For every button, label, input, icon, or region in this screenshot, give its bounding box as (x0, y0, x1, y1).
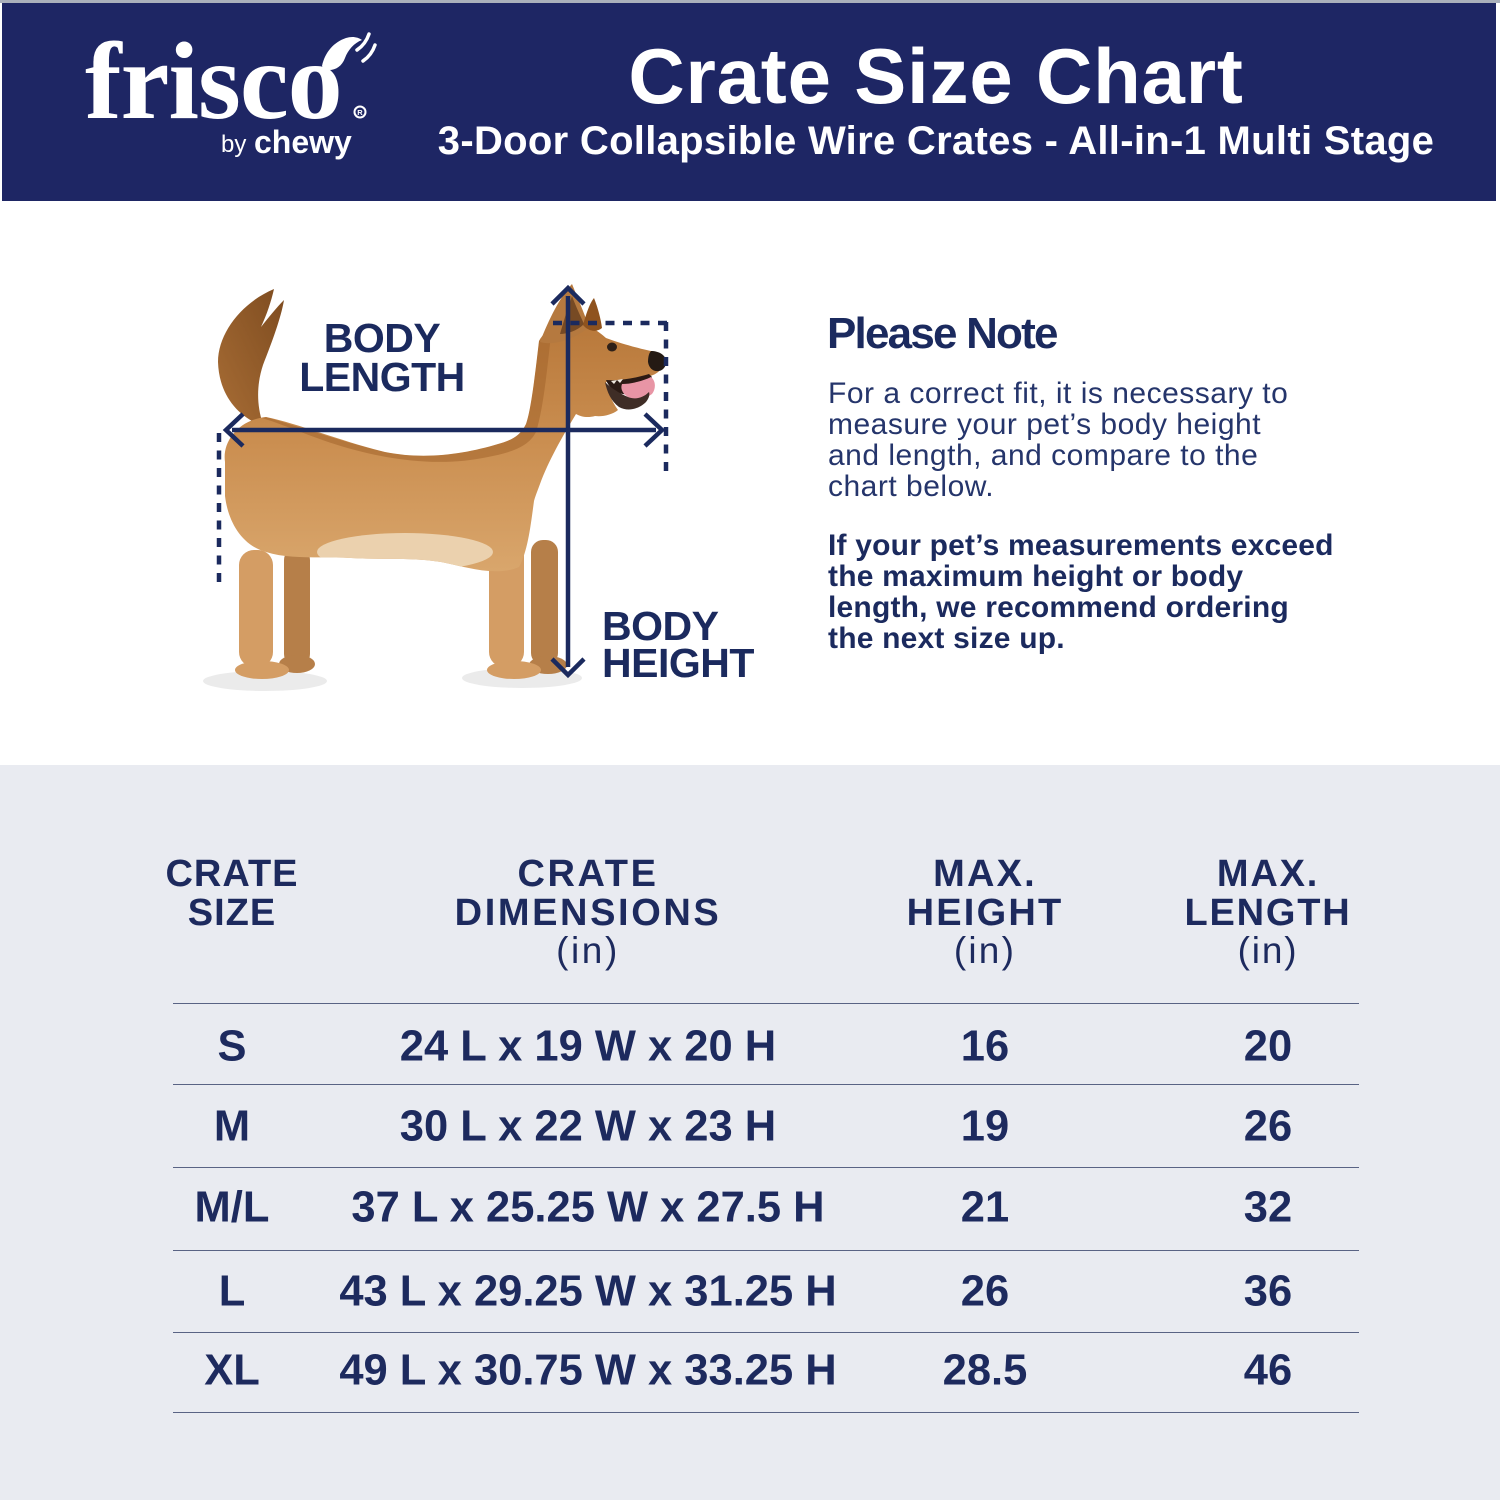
svg-text:R: R (357, 108, 363, 117)
svg-text:chewy: chewy (254, 124, 352, 160)
svg-text:frisco: frisco (85, 20, 342, 142)
svg-text:by: by (221, 131, 246, 158)
